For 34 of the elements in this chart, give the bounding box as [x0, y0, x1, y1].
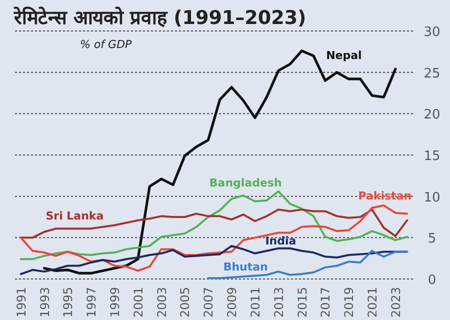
y-tick-label: 5 [428, 232, 436, 247]
line-series [20, 204, 408, 272]
series-label: Nepal [326, 49, 362, 62]
x-tick-label: 2009 [225, 287, 240, 318]
y-tick-label: 15 [424, 149, 440, 164]
x-tick-label: 2017 [318, 287, 333, 318]
x-tick-label: 2003 [154, 287, 169, 318]
series-label: Bangladesh [209, 176, 282, 190]
series-label: Pakistan [358, 190, 412, 203]
text: % of GDP [80, 38, 132, 51]
x-tick-label: 2011 [248, 287, 262, 318]
line-series [207, 250, 408, 280]
x-tick-label: 2007 [202, 287, 216, 318]
series-label: Bhutan [223, 260, 268, 274]
y-tick-label: 30 [424, 25, 440, 40]
x-tick-label: 2019 [342, 287, 356, 318]
x-tick-label: 1993 [38, 287, 52, 318]
y-tick-label: 25 [424, 66, 440, 82]
x-tick-label: 2021 [366, 287, 380, 318]
series-label: Sri Lanka [46, 209, 104, 222]
x-tick-label: 2013 [272, 287, 286, 318]
x-tick-label: 2023 [388, 287, 403, 318]
y-tick-label: 10 [424, 190, 440, 206]
x-tick-label: 2001 [131, 287, 146, 318]
y-tick-label: 0 [428, 273, 436, 288]
series-label: India [265, 234, 296, 248]
y-tick-label: 20 [424, 108, 440, 123]
x-tick-label: 2015 [295, 287, 310, 318]
x-tick-label: 1995 [61, 287, 76, 318]
x-tick-label: 1999 [108, 287, 122, 318]
x-tick-label: 1997 [84, 287, 99, 318]
x-tick-label: 2005 [178, 287, 192, 318]
chart-title: रेमिटेन्स आयको प्रवाह (1991–2023) [12, 6, 306, 29]
x-tick-label: 1991 [14, 287, 28, 318]
